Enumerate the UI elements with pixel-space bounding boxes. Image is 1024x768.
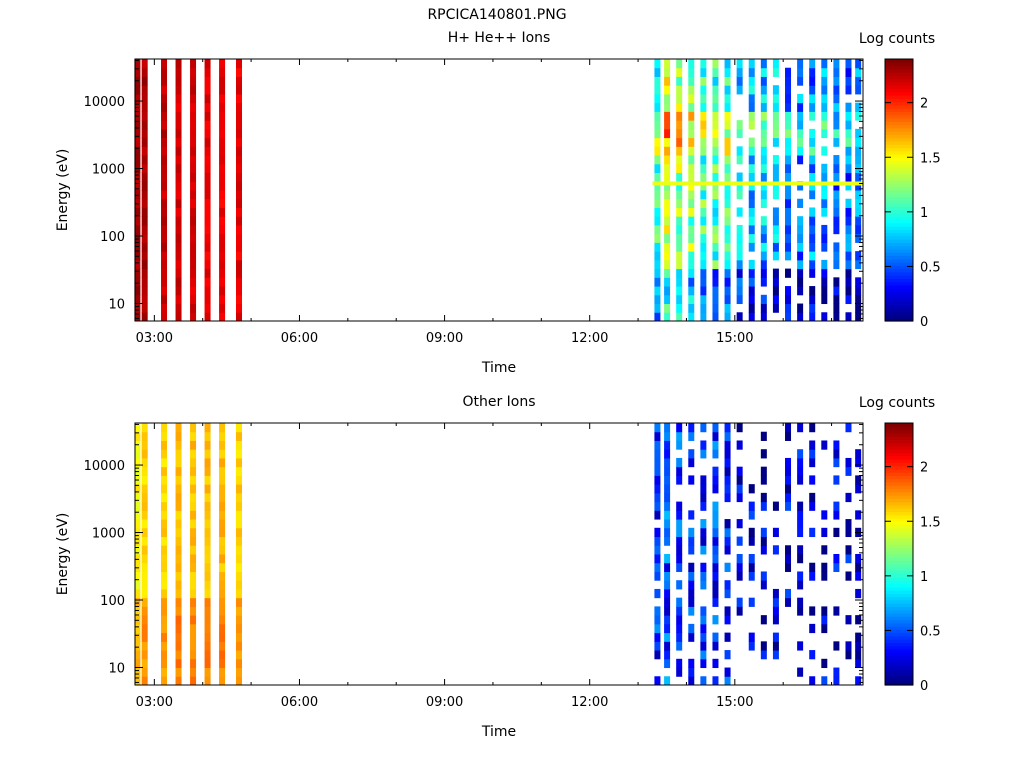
other-ions-colorbar-tick-label: 1.5 (920, 515, 941, 530)
figure-title: RPCICA140801.PNG (427, 7, 566, 23)
other-ions-colorbar-tick-label: 1 (920, 570, 928, 585)
h-he-ions-colorbar-label: Log counts (859, 31, 935, 47)
h-he-ions-column (785, 67, 792, 322)
other-ions-column (736, 423, 743, 616)
other-ions-x-tick-label: 03:00 (136, 695, 173, 710)
other-ions-colorbar: 0 0.5 1 1.5 2 Log counts (859, 395, 941, 694)
h-he-ions-column (724, 59, 731, 322)
other-ions-plot-frame (134, 422, 864, 686)
h-he-ions-column (736, 59, 743, 322)
other-ions-column (712, 423, 719, 686)
other-ions-x-tick-label: 12:00 (571, 695, 608, 710)
h-he-ions-y-axis-label: Energy (eV) (55, 149, 71, 232)
h-he-ions-colorbar: 0 0.5 1 1.5 2 Log counts (859, 31, 941, 330)
other-ions-column (797, 423, 804, 677)
h-he-ions-column (190, 59, 197, 322)
h-he-ions-colorbar-tick-label: 1.5 (920, 151, 941, 166)
other-ions-column (845, 423, 852, 660)
other-ions-colorbar-frame (884, 422, 914, 686)
h-he-ions-y-tick-label: 10000 (84, 95, 125, 110)
other-ions-column (161, 423, 168, 686)
h-he-ions-column (664, 59, 671, 322)
other-ions-column (236, 423, 242, 686)
h-he-ions-colorbar-tick-label: 0.5 (920, 260, 941, 275)
h-he-ions-x-tick-label: 12:00 (571, 331, 608, 346)
other-ions-column (724, 423, 731, 686)
h-he-ions-column (772, 59, 779, 313)
other-ions-column (748, 484, 755, 651)
h-he-ions-colorbar-frame (884, 58, 914, 322)
h-he-ions-x-axis-label: Time (481, 360, 516, 376)
h-he-ions-column (821, 59, 828, 322)
other-ions-y-tick-label: 10000 (84, 459, 125, 474)
h-he-ions-plot-frame (134, 58, 864, 322)
other-ions-column (190, 423, 197, 686)
h-he-ions-colorbar-tick-label: 1 (920, 206, 928, 221)
h-he-ions-x-tick-label: 06:00 (281, 331, 318, 346)
h-he-ions-column (654, 59, 661, 322)
h-he-ions-x-tick-label: 09:00 (426, 331, 463, 346)
h-he-ions-column (833, 59, 840, 322)
h-he-ions-column (219, 59, 226, 322)
other-ions-x-tick-label: 15:00 (716, 695, 753, 710)
other-ions-column (204, 423, 211, 686)
h-he-ions-column (855, 59, 862, 322)
other-ions-column (676, 423, 683, 677)
h-he-ions-heatmap (134, 59, 863, 322)
other-ions-y-axis-label: Energy (eV) (55, 513, 71, 596)
h-he-ions-y-tick-label: 1000 (92, 163, 125, 178)
other-ions-column (688, 423, 695, 686)
other-ions-heatmap (134, 423, 862, 686)
other-ions-column (809, 423, 816, 686)
h-he-ions-colorbar-tick-label: 2 (920, 97, 928, 112)
h-he-ions-colorbar-tick-label: 0 (920, 315, 928, 330)
other-ions-column (141, 423, 148, 686)
other-ions-y-tick-label: 10 (108, 661, 125, 676)
h-he-ions-title: H+ He++ Ions (448, 30, 551, 46)
h-he-ions-column (809, 59, 816, 322)
h-he-ions-column (236, 59, 242, 322)
other-ions-column (772, 501, 779, 660)
other-ions-y-tick-label: 1000 (92, 527, 125, 542)
other-ions-y-tick-label: 100 (100, 594, 125, 609)
h-he-ions-column (175, 59, 182, 322)
h-he-ions-y-tick-label: 10 (108, 297, 125, 312)
other-ions-colorbar-label: Log counts (859, 395, 935, 411)
h-he-ions-column (748, 59, 755, 322)
other-ions-colorbar-tick-label: 0 (920, 679, 928, 694)
h-he-ions-column (676, 59, 683, 322)
other-ions-column (654, 423, 661, 686)
other-ions-colorbar-tick-label: 2 (920, 461, 928, 476)
other-ions-colorbar-tick-label: 0.5 (920, 624, 941, 639)
h-he-ions-y-tick-label: 100 (100, 230, 125, 245)
other-ions-column (821, 440, 828, 686)
other-ions-x-tick-label: 06:00 (281, 695, 318, 710)
h-he-ions-band (652, 181, 863, 186)
h-he-ions-column (797, 59, 804, 322)
h-he-ions-column (204, 59, 211, 322)
h-he-ions-column (161, 59, 168, 322)
other-ions-x-tick-label: 09:00 (426, 695, 463, 710)
other-ions-column (175, 423, 182, 686)
h-he-ions-column (688, 59, 695, 322)
h-he-ions-column (141, 59, 148, 322)
h-he-ions-column (700, 59, 707, 322)
h-he-ions-column (760, 59, 767, 322)
other-ions-column (700, 423, 707, 686)
other-ions-x-axis-label: Time (481, 724, 516, 740)
h-he-ions-column (712, 59, 719, 322)
other-ions-column (664, 423, 671, 686)
other-ions-column (833, 440, 840, 686)
h-he-ions-x-tick-label: 15:00 (716, 331, 753, 346)
h-he-ions-column (845, 59, 852, 322)
other-ions-column (760, 431, 767, 660)
other-ions-column (785, 423, 792, 607)
other-ions-title: Other Ions (462, 394, 535, 410)
h-he-ions-x-tick-label: 03:00 (136, 331, 173, 346)
other-ions-column (219, 423, 226, 686)
